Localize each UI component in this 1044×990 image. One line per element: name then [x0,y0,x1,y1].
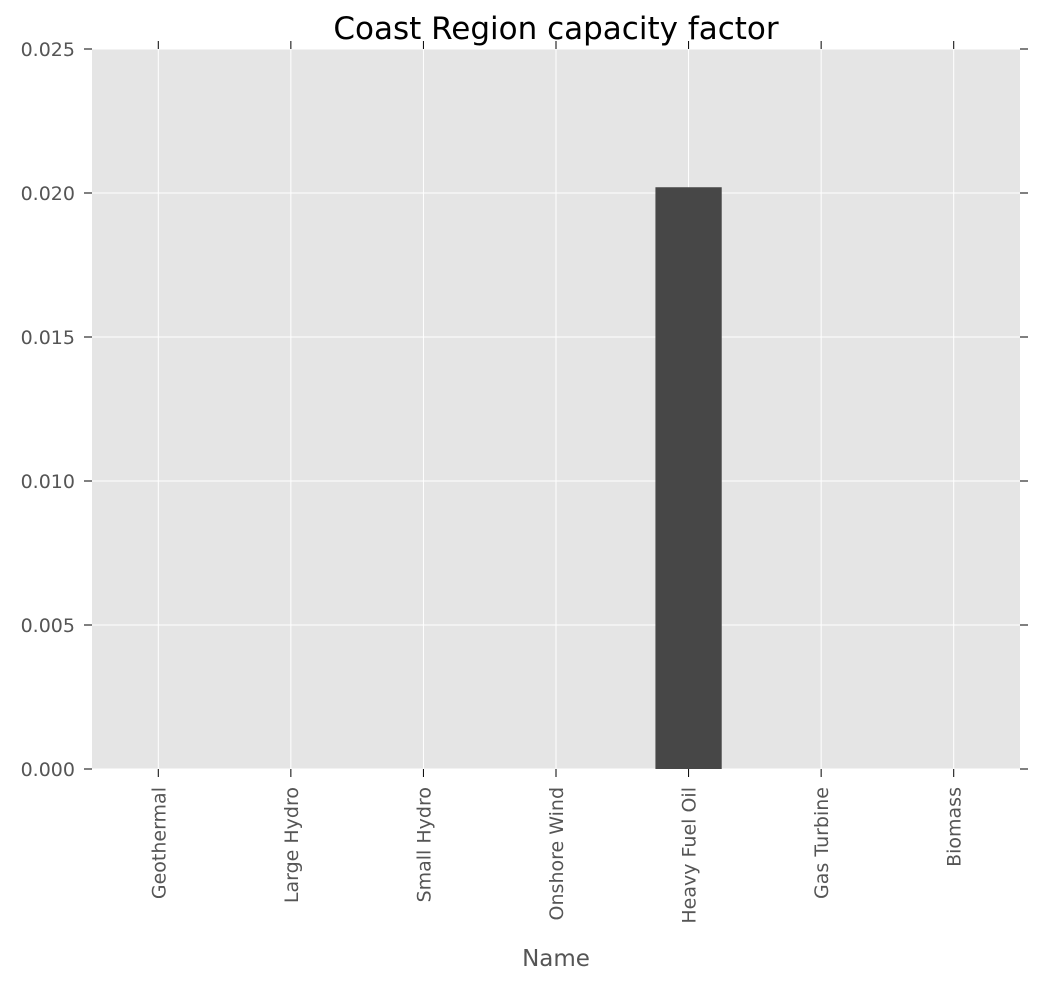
bars [655,187,722,770]
y-tick-label: 0.005 [21,615,75,637]
y-tick-labels: 0.000 0.005 0.010 0.015 0.020 0.025 [21,39,75,781]
bar-heavy-fuel-oil [655,187,722,770]
x-axis-label: Name [522,946,590,972]
x-tick-label: Gas Turbine [811,787,833,899]
axis-ticks [84,41,1028,777]
y-tick-label: 0.020 [21,183,75,205]
x-tick-labels: Geothermal Large Hydro Small Hydro Onshore … [148,787,965,924]
y-tick-label: 0.015 [21,327,75,349]
y-tick-label: 0.000 [21,759,75,781]
x-tick-label: Small Hydro [413,787,435,902]
chart-title: Coast Region capacity factor [333,11,779,47]
y-tick-label: 0.025 [21,39,75,61]
x-tick-label: Biomass [944,787,966,867]
x-tick-label: Onshore Wind [546,787,568,920]
y-tick-label: 0.010 [21,471,75,493]
x-tick-label: Geothermal [148,787,170,899]
x-tick-label: Large Hydro [281,787,303,903]
x-tick-label: Heavy Fuel Oil [679,787,701,924]
